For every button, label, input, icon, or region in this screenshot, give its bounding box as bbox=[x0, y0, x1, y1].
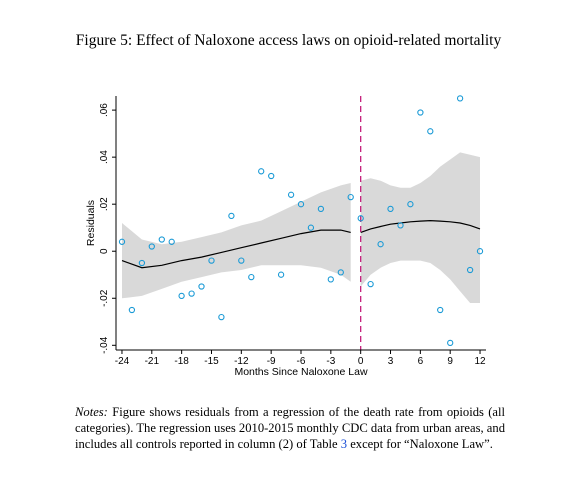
x-tick-label: -24 bbox=[115, 356, 130, 367]
data-point bbox=[417, 109, 424, 116]
y-tick-label: .06 bbox=[99, 103, 110, 117]
x-axis-title: Months Since Naloxone Law bbox=[234, 366, 367, 378]
x-tick-label: 6 bbox=[418, 356, 424, 367]
data-point bbox=[297, 201, 305, 208]
x-tick-label: 9 bbox=[447, 356, 453, 367]
data-point bbox=[248, 273, 255, 281]
data-point bbox=[208, 257, 215, 264]
data-point bbox=[178, 292, 185, 300]
x-tick-label: -3 bbox=[326, 356, 335, 367]
figure-title: Figure 5: Effect of Naloxone access laws… bbox=[75, 32, 502, 49]
data-point bbox=[168, 238, 175, 245]
data-point bbox=[407, 201, 414, 208]
data-point bbox=[476, 248, 484, 255]
data-point bbox=[138, 259, 146, 267]
data-point bbox=[307, 224, 315, 231]
data-point bbox=[228, 212, 235, 220]
y-tick-label: -.04 bbox=[99, 336, 110, 354]
notes-label: Notes: bbox=[75, 405, 108, 419]
y-tick-label: .04 bbox=[99, 150, 110, 164]
data-point bbox=[327, 276, 334, 283]
data-point bbox=[188, 290, 195, 297]
data-point bbox=[158, 236, 165, 243]
data-point bbox=[277, 271, 285, 278]
data-point bbox=[357, 215, 364, 222]
x-tick-label: 3 bbox=[388, 356, 394, 367]
y-axis-title: Residuals bbox=[85, 200, 97, 246]
figure-notes: Notes: Figure shows residuals from a reg… bbox=[75, 404, 505, 452]
x-tick-label: -18 bbox=[174, 356, 189, 367]
data-point bbox=[377, 241, 384, 248]
y-tick-label: 0 bbox=[99, 248, 110, 254]
data-point bbox=[437, 306, 444, 314]
data-point bbox=[397, 222, 404, 229]
data-point bbox=[268, 172, 275, 180]
data-point bbox=[427, 128, 434, 135]
notes-text: Figure shows residuals from a regression… bbox=[75, 405, 505, 451]
table-reference-link[interactable]: 3 bbox=[340, 437, 348, 451]
data-point bbox=[118, 238, 126, 245]
data-point bbox=[317, 205, 325, 213]
data-point bbox=[238, 257, 245, 264]
data-point bbox=[258, 168, 265, 175]
confidence-band-post-law bbox=[360, 152, 480, 303]
x-tick-label: -6 bbox=[297, 356, 306, 367]
x-tick-label: 12 bbox=[474, 356, 486, 367]
y-tick-label: .02 bbox=[99, 197, 110, 211]
x-tick-label: -9 bbox=[267, 356, 276, 367]
confidence-band-pre-law bbox=[122, 183, 351, 299]
x-tick-label: 0 bbox=[358, 356, 364, 367]
data-point bbox=[347, 193, 354, 201]
data-point bbox=[447, 339, 454, 347]
fit-line-post-law bbox=[360, 219, 481, 233]
data-point bbox=[466, 266, 474, 274]
data-point bbox=[148, 243, 155, 250]
data-point bbox=[456, 95, 464, 102]
data-point bbox=[128, 306, 136, 314]
data-point bbox=[337, 269, 344, 276]
fit-line-pre-law bbox=[121, 229, 351, 269]
x-tick-label: -21 bbox=[145, 356, 160, 367]
notes-text-end: except for “Naloxone Law”. bbox=[350, 437, 493, 451]
data-point bbox=[218, 313, 225, 321]
x-tick-label: -15 bbox=[204, 356, 219, 367]
x-tick-label: -12 bbox=[234, 356, 249, 367]
data-point bbox=[387, 205, 394, 213]
data-point bbox=[367, 280, 374, 288]
y-tick-label: -.02 bbox=[99, 289, 110, 307]
data-point bbox=[198, 283, 205, 290]
data-point bbox=[287, 191, 295, 198]
